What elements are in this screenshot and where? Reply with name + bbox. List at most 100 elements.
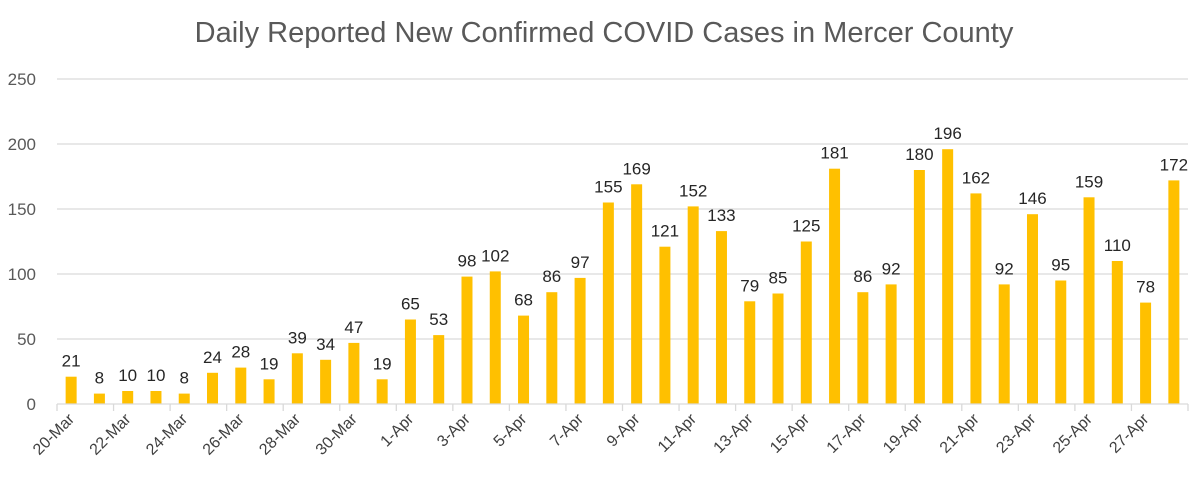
x-tick-label: 3-Apr xyxy=(434,410,474,450)
bar xyxy=(348,342,360,404)
x-tick-label: 25-Apr xyxy=(1050,410,1096,456)
data-label: 68 xyxy=(514,291,533,310)
x-tick-label: 13-Apr xyxy=(711,410,757,456)
x-tick-label: 23-Apr xyxy=(993,410,1039,456)
data-label: 86 xyxy=(853,267,872,286)
data-label: 102 xyxy=(481,246,509,265)
data-label: 169 xyxy=(622,159,650,178)
x-tick-label: 27-Apr xyxy=(1106,410,1152,456)
y-tick-label: 100 xyxy=(8,265,36,284)
data-label: 172 xyxy=(1160,155,1188,174)
data-label: 155 xyxy=(594,178,622,197)
data-label: 19 xyxy=(373,354,392,373)
data-label: 162 xyxy=(962,168,990,187)
bar xyxy=(857,292,869,404)
x-tick-label: 21-Apr xyxy=(937,410,983,456)
bar xyxy=(998,284,1010,404)
data-label: 180 xyxy=(905,145,933,164)
bar xyxy=(150,391,162,404)
x-axis: 20-Mar 22-Mar 24-Mar 26-Mar 28-Mar 30-Mar 1-Ap… xyxy=(30,403,1189,459)
data-label: 34 xyxy=(316,335,335,354)
bar xyxy=(744,301,756,404)
bar xyxy=(93,393,105,404)
bar xyxy=(518,315,530,404)
x-tick-label: 9-Apr xyxy=(604,410,644,450)
bar xyxy=(970,193,982,404)
x-tick-label: 22-Mar xyxy=(87,410,135,458)
data-label: 28 xyxy=(231,343,250,362)
bar xyxy=(687,206,699,404)
x-tick-label: 19-Apr xyxy=(880,410,926,456)
bar xyxy=(885,284,897,404)
bar xyxy=(942,149,954,404)
data-label: 159 xyxy=(1075,172,1103,191)
x-tick-label: 28-Mar xyxy=(256,410,304,458)
bar xyxy=(715,231,727,404)
data-labels: 21 8 10 10 8 24 28 19 39 34 47 19 65 53 98 102 68 86 97 155… xyxy=(62,124,1188,387)
y-tick-label: 0 xyxy=(27,395,36,414)
bar xyxy=(800,241,812,404)
data-label: 133 xyxy=(707,206,735,225)
bar xyxy=(1168,180,1180,404)
data-label: 65 xyxy=(401,295,420,314)
data-label: 98 xyxy=(458,252,477,271)
y-tick-label: 200 xyxy=(8,135,36,154)
x-tick-label: 5-Apr xyxy=(491,410,531,450)
chart-title: Daily Reported New Confirmed COVID Cases… xyxy=(195,17,1014,49)
y-axis-ticks: 0 50 100 150 200 250 xyxy=(8,70,36,414)
data-label: 39 xyxy=(288,328,307,347)
data-label: 92 xyxy=(882,259,901,278)
x-tick-label: 20-Mar xyxy=(30,410,78,458)
x-tick-label: 26-Mar xyxy=(200,410,248,458)
data-label: 47 xyxy=(344,318,363,337)
data-label: 152 xyxy=(679,181,707,200)
data-label: 95 xyxy=(1051,256,1070,275)
bar xyxy=(178,393,190,404)
data-label: 196 xyxy=(933,124,961,143)
bar xyxy=(913,170,925,404)
x-tick-label: 24-Mar xyxy=(143,410,191,458)
bar xyxy=(235,367,247,404)
x-tick-label: 30-Mar xyxy=(313,410,361,458)
bar xyxy=(65,376,77,404)
bar xyxy=(207,372,219,404)
bars xyxy=(65,149,1180,404)
bar xyxy=(546,292,558,404)
data-label: 92 xyxy=(995,259,1014,278)
bar xyxy=(461,276,473,404)
bar xyxy=(1083,197,1095,404)
data-label: 8 xyxy=(180,369,189,388)
bar xyxy=(404,319,416,404)
x-tick-label: 7-Apr xyxy=(547,410,587,450)
x-tick-label: 1-Apr xyxy=(378,410,418,450)
data-label: 10 xyxy=(118,366,137,385)
data-label: 146 xyxy=(1018,189,1046,208)
bar xyxy=(1111,261,1123,404)
bar xyxy=(1140,302,1152,404)
bar xyxy=(1055,280,1067,404)
data-label: 86 xyxy=(542,267,561,286)
y-tick-label: 50 xyxy=(17,330,36,349)
x-tick-label: 17-Apr xyxy=(824,410,870,456)
bar xyxy=(122,391,134,404)
bar xyxy=(631,184,643,404)
bar xyxy=(376,379,388,404)
bar xyxy=(659,246,671,404)
data-label: 97 xyxy=(571,253,590,272)
gridlines xyxy=(57,78,1188,340)
data-label: 21 xyxy=(62,352,81,371)
data-label: 24 xyxy=(203,348,222,367)
data-label: 181 xyxy=(820,144,848,163)
data-label: 10 xyxy=(147,366,166,385)
data-label: 8 xyxy=(95,369,104,388)
bar xyxy=(263,379,275,404)
data-label: 79 xyxy=(740,276,759,295)
bar xyxy=(291,353,303,404)
bar xyxy=(829,168,841,404)
data-label: 121 xyxy=(651,222,679,241)
bar xyxy=(574,277,586,404)
bar xyxy=(1026,214,1038,404)
y-tick-label: 250 xyxy=(8,70,36,89)
bar xyxy=(433,335,445,404)
